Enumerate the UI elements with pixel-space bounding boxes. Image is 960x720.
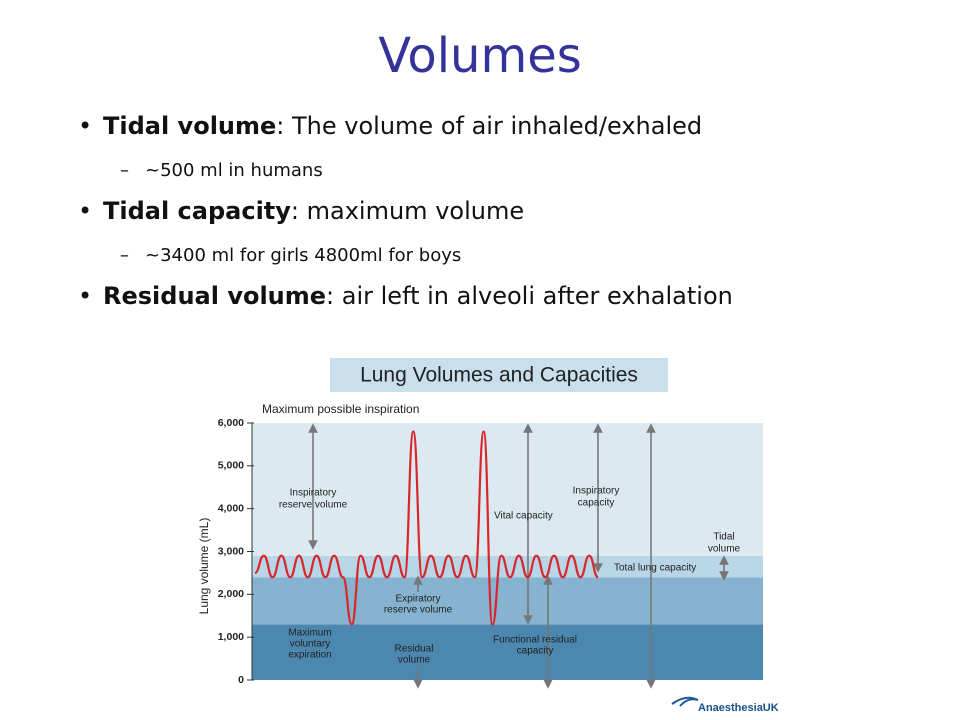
bullet: • Tidal volume: The volume of air inhaled… [78, 112, 703, 140]
y-tick-label: 5,000 [218, 460, 244, 472]
sub-bullet: – ~500 ml in humans [120, 160, 323, 181]
bullet: • Residual volume: air left in alveoli af… [78, 282, 733, 310]
volume-zone [252, 423, 763, 556]
annotation: capacity [578, 498, 615, 509]
y-tick-label: 1,000 [218, 631, 244, 643]
annotation: volume [398, 655, 431, 666]
slide-title: Volumes [378, 28, 582, 84]
annotation: volume [708, 544, 741, 555]
annotation: Maximum possible inspiration [262, 402, 419, 416]
bullet-text: : air left in alveoli after exhalation [326, 282, 733, 310]
y-tick-label: 0 [238, 674, 244, 686]
y-tick-label: 6,000 [218, 417, 244, 429]
y-tick-label: 3,000 [218, 545, 244, 557]
sub-bullet: – ~3400 ml for girls 4800ml for boys [120, 245, 462, 266]
bullet-term: Tidal capacity [103, 197, 291, 225]
annotation: Residual [395, 644, 434, 655]
bullet-text: : The volume of air inhaled/exhaled [276, 112, 703, 140]
bullet-term: Tidal volume [103, 112, 277, 140]
annotation: Maximum [288, 628, 331, 639]
annotation: Inspiratory [290, 488, 337, 499]
annotation: reserve volume [384, 605, 453, 616]
sub-bullet-text: ~500 ml in humans [145, 160, 323, 181]
annotation: expiration [288, 650, 331, 661]
annotation: Vital capacity [494, 511, 553, 522]
volume-zone [252, 577, 763, 625]
annotation: Expiratory [395, 594, 440, 605]
figure-title: Lung Volumes and Capacities [360, 364, 638, 387]
volume-zone [252, 624, 763, 680]
sub-bullet-text: ~3400 ml for girls 4800ml for boys [145, 245, 462, 266]
figure-title-box [330, 358, 668, 392]
volume-zone [252, 555, 763, 578]
annotation: Functional residual [493, 635, 577, 646]
y-tick-label: 2,000 [218, 588, 244, 600]
logo-mark [671, 696, 699, 707]
annotation: voluntary [290, 639, 331, 650]
bullet-text: : maximum volume [290, 197, 525, 225]
bullet-term: Residual volume [103, 282, 327, 310]
annotation: Inspiratory [573, 486, 620, 497]
bullet: • Tidal capacity: maximum volume [78, 197, 525, 225]
logo: AnaesthesiaUK [698, 702, 779, 714]
y-tick-label: 4,000 [218, 502, 244, 514]
annotation: reserve volume [279, 500, 348, 511]
annotation: Tidal [713, 532, 734, 543]
annotation: capacity [517, 646, 554, 657]
volume-trace [254, 430, 599, 626]
arrows [308, 423, 729, 689]
y-axis-label: Lung volume (mL) [197, 518, 211, 615]
annotation: Total lung capacity [614, 563, 696, 574]
